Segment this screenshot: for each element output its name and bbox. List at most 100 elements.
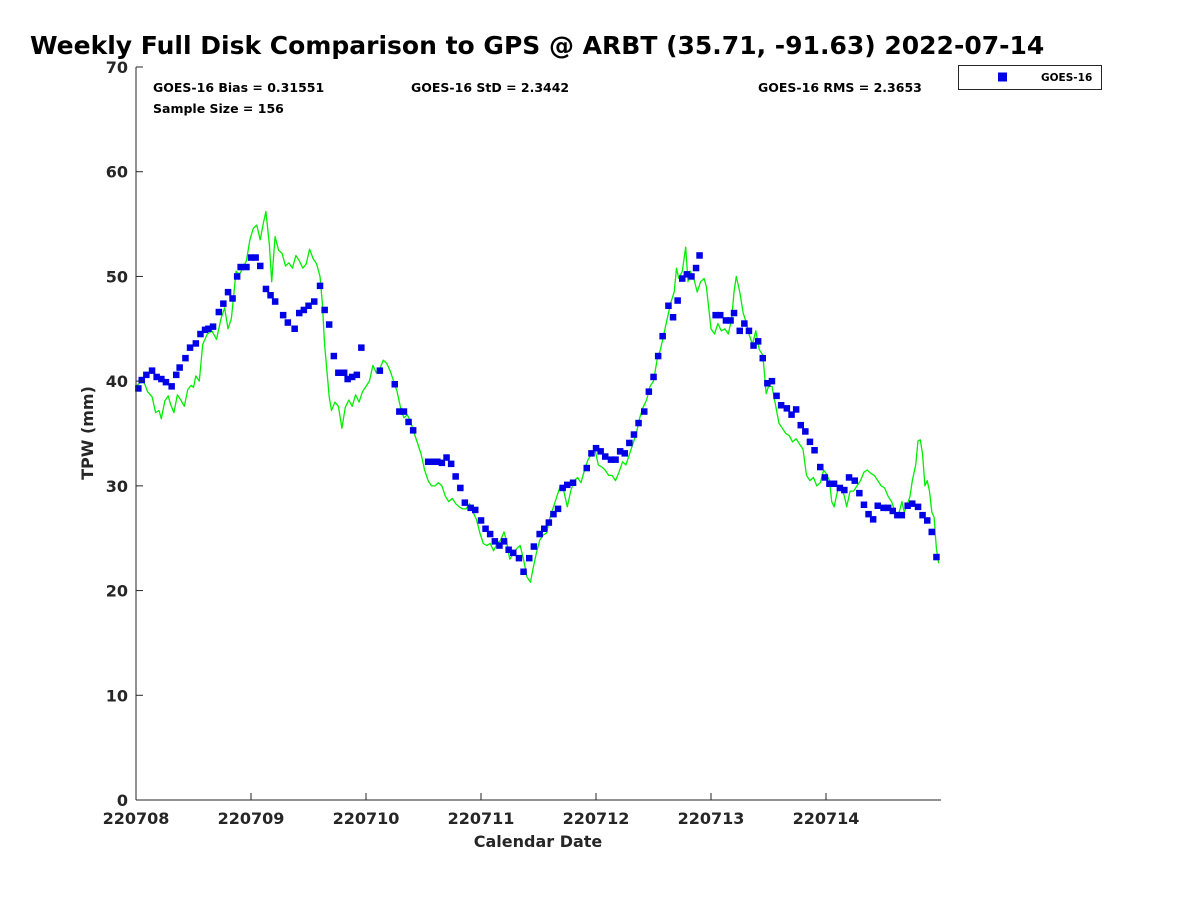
data-point [158, 375, 165, 383]
data-point [750, 342, 757, 349]
data-point [405, 418, 412, 426]
data-point [325, 321, 333, 328]
data-point [358, 344, 365, 351]
data-point [797, 421, 804, 429]
data-point [826, 480, 833, 487]
data-point [447, 460, 455, 468]
data-point [712, 311, 719, 319]
data-point [477, 517, 485, 524]
data-point [550, 510, 557, 518]
rms-stat: GOES-16 RMS = 2.3653 [758, 80, 922, 95]
data-point [924, 517, 931, 524]
data-point [526, 554, 533, 562]
data-point [321, 306, 328, 314]
data-point [143, 371, 150, 379]
data-point [148, 367, 156, 374]
data-point [233, 273, 241, 280]
stats-annotations: GOES-16 Bias = 0.31551 GOES-16 StD = 2.3… [153, 80, 922, 116]
data-point [592, 444, 600, 452]
data-point [486, 530, 494, 538]
data-point [588, 450, 595, 457]
data-point [541, 525, 548, 532]
data-point [754, 338, 762, 345]
data-point [396, 408, 403, 415]
data-point [472, 506, 479, 514]
data-point [135, 385, 142, 392]
y-tick-label: 0 [117, 791, 128, 810]
data-point [284, 319, 292, 326]
data-point [536, 530, 543, 538]
data-point [243, 263, 250, 271]
data-point [482, 525, 489, 532]
data-point [612, 456, 619, 463]
data-point [674, 297, 681, 304]
data-point [391, 381, 398, 388]
data-point [722, 317, 730, 324]
data-point [220, 300, 227, 307]
data-point [909, 500, 916, 507]
data-point [688, 273, 695, 280]
data-point [168, 383, 175, 390]
data-point [817, 463, 824, 471]
data-point [564, 481, 571, 489]
data-point [880, 504, 887, 512]
data-point [229, 295, 236, 302]
data-point [894, 511, 901, 519]
data-point [914, 503, 922, 511]
gps-series-line [135, 210, 940, 583]
data-point [764, 380, 771, 387]
data-point [759, 354, 766, 362]
data-point [330, 352, 338, 360]
data-point [400, 408, 408, 415]
x-tick-label: 220711 [448, 809, 515, 828]
data-point [434, 458, 441, 465]
data-point [626, 439, 633, 447]
data-point [162, 378, 170, 386]
std-stat: GOES-16 StD = 2.3442 [411, 80, 569, 95]
data-point [869, 516, 877, 523]
data-point [777, 402, 785, 409]
data-point [559, 484, 566, 492]
data-point [792, 406, 800, 413]
x-tick-label: 220712 [563, 809, 630, 828]
data-point [237, 263, 244, 271]
data-point [616, 448, 624, 455]
data-point [192, 340, 200, 347]
data-point [821, 474, 829, 481]
data-point [186, 344, 194, 351]
data-point [802, 428, 809, 435]
data-point [173, 371, 180, 379]
data-point [692, 264, 700, 272]
legend-box [958, 65, 1102, 90]
data-point [209, 323, 217, 330]
data-point [768, 377, 776, 385]
data-point [865, 510, 872, 518]
data-point [461, 499, 469, 506]
gps-series [135, 210, 940, 583]
y-tick-label: 70 [106, 58, 128, 77]
data-point [138, 376, 145, 384]
data-point [340, 369, 348, 376]
sample-size-stat: Sample Size = 156 [153, 101, 284, 116]
data-point [696, 252, 703, 259]
data-point [602, 453, 609, 460]
y-tick-label: 50 [106, 267, 128, 286]
data-point [201, 326, 209, 334]
data-point [409, 427, 417, 434]
data-point [438, 459, 446, 467]
data-point [515, 554, 523, 562]
data-point [679, 275, 686, 282]
data-point [510, 549, 517, 557]
data-point [257, 262, 264, 270]
axes: 0 10 20 30 40 50 60 70 220708 220709 220710 220711… [103, 58, 941, 828]
x-tick-label: 220708 [103, 809, 170, 828]
legend: GOES-16 [958, 65, 1102, 90]
data-point [296, 309, 303, 317]
data-point [904, 502, 911, 509]
data-point [197, 330, 204, 338]
data-point [830, 480, 838, 487]
data-point [530, 543, 538, 550]
data-point [654, 352, 662, 360]
x-tick-label: 220710 [333, 809, 400, 828]
data-point [457, 484, 464, 492]
